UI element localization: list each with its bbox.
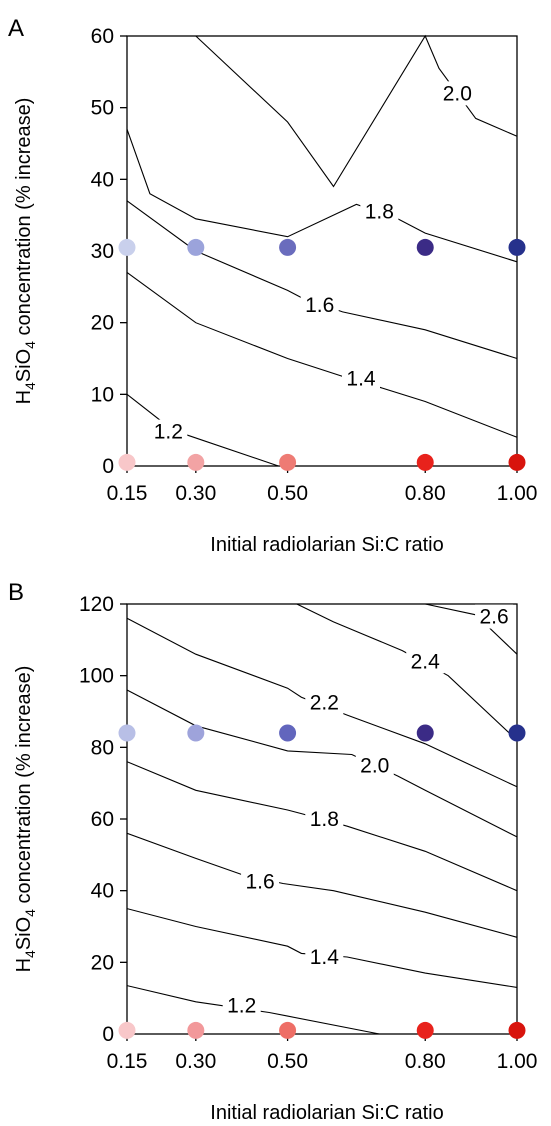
data-point xyxy=(187,453,205,471)
contour-label-bg xyxy=(355,753,394,778)
data-point xyxy=(118,238,136,256)
contour-label-1.4: 1.4 xyxy=(310,946,340,969)
y-tick-label: 60 xyxy=(91,25,114,48)
contour-label-bg xyxy=(241,869,280,894)
y-tick-label: 10 xyxy=(91,383,114,406)
contour-line-2.4 xyxy=(296,603,518,741)
contour-label-2.6: 2.6 xyxy=(479,606,508,629)
y-tick-label: 30 xyxy=(91,240,114,263)
data-point xyxy=(187,724,205,742)
y-axis-label-b: H4SiO4 concentration (% increase) xyxy=(13,666,38,973)
contour-label-1.6: 1.6 xyxy=(305,294,334,317)
contour-line-1.4 xyxy=(126,908,518,988)
x-axis-label-a: Initial radiolarian Si:C ratio xyxy=(210,534,443,556)
data-point xyxy=(416,724,434,742)
data-point xyxy=(187,1021,205,1039)
contour-label-bg xyxy=(305,690,344,715)
contour-label-2.2: 2.2 xyxy=(310,692,339,715)
x-tick-label: 0.15 xyxy=(107,1050,148,1073)
contour-label-bg xyxy=(305,944,344,969)
x-tick-label: 0.30 xyxy=(175,1050,216,1073)
x-tick-label: 1.00 xyxy=(497,1050,538,1073)
contour-line-1.8 xyxy=(126,129,518,263)
x-tick-label: 0.80 xyxy=(405,482,446,505)
panel-a: A 1.2 1.4 1.6 1.8 2.0 0.15 0.30 0.50 0.80 1.00 0 10 2… xyxy=(8,15,537,556)
contour-line-2.0 xyxy=(195,34,518,188)
contour-label-2.0: 2.0 xyxy=(360,754,389,777)
contour-label-1.4: 1.4 xyxy=(346,368,376,391)
y-tick-label: 80 xyxy=(91,736,114,759)
y-tick-label: 40 xyxy=(91,168,114,191)
y-tick-label: 50 xyxy=(91,97,114,120)
contour-label-bg xyxy=(406,649,445,674)
contour-label-1.2: 1.2 xyxy=(154,421,183,444)
y-tick-label: 0 xyxy=(102,455,114,478)
x-tick-label: 0.15 xyxy=(107,482,148,505)
data-point xyxy=(416,238,434,256)
data-point xyxy=(416,1021,434,1039)
panel-letter-b: B xyxy=(8,579,24,606)
contour-line-1.2 xyxy=(126,985,380,1035)
data-point xyxy=(508,238,526,256)
contour-label-bg xyxy=(475,604,514,629)
y-tick-label: 20 xyxy=(91,312,114,335)
contour-label-bg xyxy=(360,199,399,224)
contour-line-1.6 xyxy=(126,832,518,938)
contour-label-1.8: 1.8 xyxy=(365,201,394,224)
data-point xyxy=(118,724,136,742)
x-tick-label: 0.30 xyxy=(175,482,216,505)
contour-label-bg xyxy=(149,419,188,444)
contour-label-bg xyxy=(438,81,477,106)
panel-letter-a: A xyxy=(8,15,24,42)
panel-b: B 1.2 1.4 1.6 1.8 2.0 2.2 2.4 2.6 0.15 0.30 0.50 0.8… xyxy=(8,579,537,1124)
contour-label-bg xyxy=(342,366,380,391)
x-tick-label: 0.50 xyxy=(267,1050,308,1073)
contour-label-1.2: 1.2 xyxy=(227,994,256,1017)
contour-label-bg xyxy=(305,807,344,831)
contour-label-bg xyxy=(300,292,339,317)
y-tick-label: 40 xyxy=(91,880,114,903)
y-tick-label: 60 xyxy=(91,808,114,831)
data-point xyxy=(279,724,297,742)
y-tick-label: 20 xyxy=(91,951,114,974)
y-axis-label-a: H4SiO4 concentration (% increase) xyxy=(13,98,38,405)
x-tick-label: 0.50 xyxy=(267,482,308,505)
data-point xyxy=(279,1021,297,1039)
data-point xyxy=(118,1021,136,1039)
x-axis-label-b: Initial radiolarian Si:C ratio xyxy=(210,1102,443,1124)
data-point xyxy=(416,453,434,471)
data-point xyxy=(508,1021,526,1039)
contour-line-1.6 xyxy=(126,200,518,360)
contour-label-2.0: 2.0 xyxy=(443,82,472,105)
contour-label-bg xyxy=(222,993,261,1018)
y-tick-label: 0 xyxy=(102,1023,114,1046)
data-point xyxy=(279,238,297,256)
data-point xyxy=(508,453,526,471)
contour-label-1.8: 1.8 xyxy=(310,808,339,831)
contour-line-2.2 xyxy=(126,617,518,788)
contour-label-2.4: 2.4 xyxy=(411,650,441,673)
data-point xyxy=(187,238,205,256)
x-tick-label: 0.80 xyxy=(405,1050,446,1073)
contour-label-1.6: 1.6 xyxy=(245,871,274,894)
data-point xyxy=(508,724,526,742)
y-tick-label: 120 xyxy=(79,593,114,616)
data-point xyxy=(118,453,136,471)
data-point xyxy=(279,453,297,471)
x-tick-label: 1.00 xyxy=(497,482,538,505)
contour-line-1.8 xyxy=(126,761,518,892)
y-tick-label: 100 xyxy=(79,665,114,688)
